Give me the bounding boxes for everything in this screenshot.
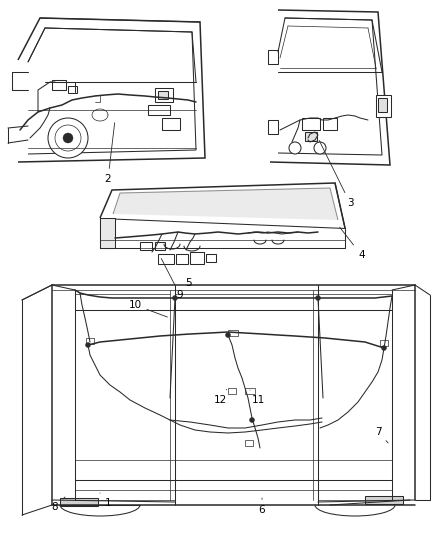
Bar <box>140 242 152 250</box>
Circle shape <box>250 417 254 423</box>
Circle shape <box>314 142 326 154</box>
Bar <box>305 132 317 141</box>
Bar <box>158 91 168 99</box>
Bar <box>162 118 180 130</box>
Circle shape <box>289 142 301 154</box>
Bar <box>228 388 236 394</box>
Text: 4: 4 <box>340 227 364 260</box>
Bar <box>206 254 216 262</box>
Bar <box>378 98 387 112</box>
Bar <box>268 120 278 134</box>
Text: 2: 2 <box>105 123 115 184</box>
Bar <box>302 118 320 130</box>
Text: 6: 6 <box>259 498 265 515</box>
Bar <box>376 95 391 117</box>
Bar <box>380 340 388 346</box>
Circle shape <box>85 343 91 348</box>
Bar <box>158 254 174 264</box>
Circle shape <box>315 295 321 301</box>
Circle shape <box>173 295 177 301</box>
Bar <box>228 330 238 336</box>
Bar <box>245 388 255 394</box>
Polygon shape <box>100 183 345 228</box>
Bar <box>52 80 66 90</box>
Text: 3: 3 <box>319 141 353 208</box>
Polygon shape <box>113 188 338 220</box>
Bar <box>148 105 170 115</box>
Bar <box>365 496 403 504</box>
Text: 7: 7 <box>374 427 388 443</box>
Bar <box>190 252 204 264</box>
Bar <box>155 88 173 102</box>
Bar <box>155 242 165 250</box>
Circle shape <box>63 133 73 143</box>
Bar <box>268 50 278 64</box>
Bar <box>100 218 115 248</box>
Polygon shape <box>18 18 205 162</box>
Polygon shape <box>100 218 345 248</box>
Bar <box>60 498 98 506</box>
Circle shape <box>55 125 81 151</box>
Text: 10: 10 <box>128 300 167 317</box>
Text: 12: 12 <box>213 390 226 405</box>
Text: 1: 1 <box>100 493 111 508</box>
Bar <box>176 254 188 264</box>
Bar <box>86 338 94 344</box>
Text: 11: 11 <box>250 390 265 405</box>
Bar <box>68 86 77 93</box>
Circle shape <box>48 118 88 158</box>
Circle shape <box>381 345 386 351</box>
Bar <box>245 440 253 446</box>
Text: 9: 9 <box>161 259 184 300</box>
Circle shape <box>226 333 230 337</box>
Text: 5: 5 <box>185 278 191 288</box>
Text: 8: 8 <box>52 497 65 512</box>
Bar <box>323 118 337 130</box>
Polygon shape <box>270 10 390 165</box>
